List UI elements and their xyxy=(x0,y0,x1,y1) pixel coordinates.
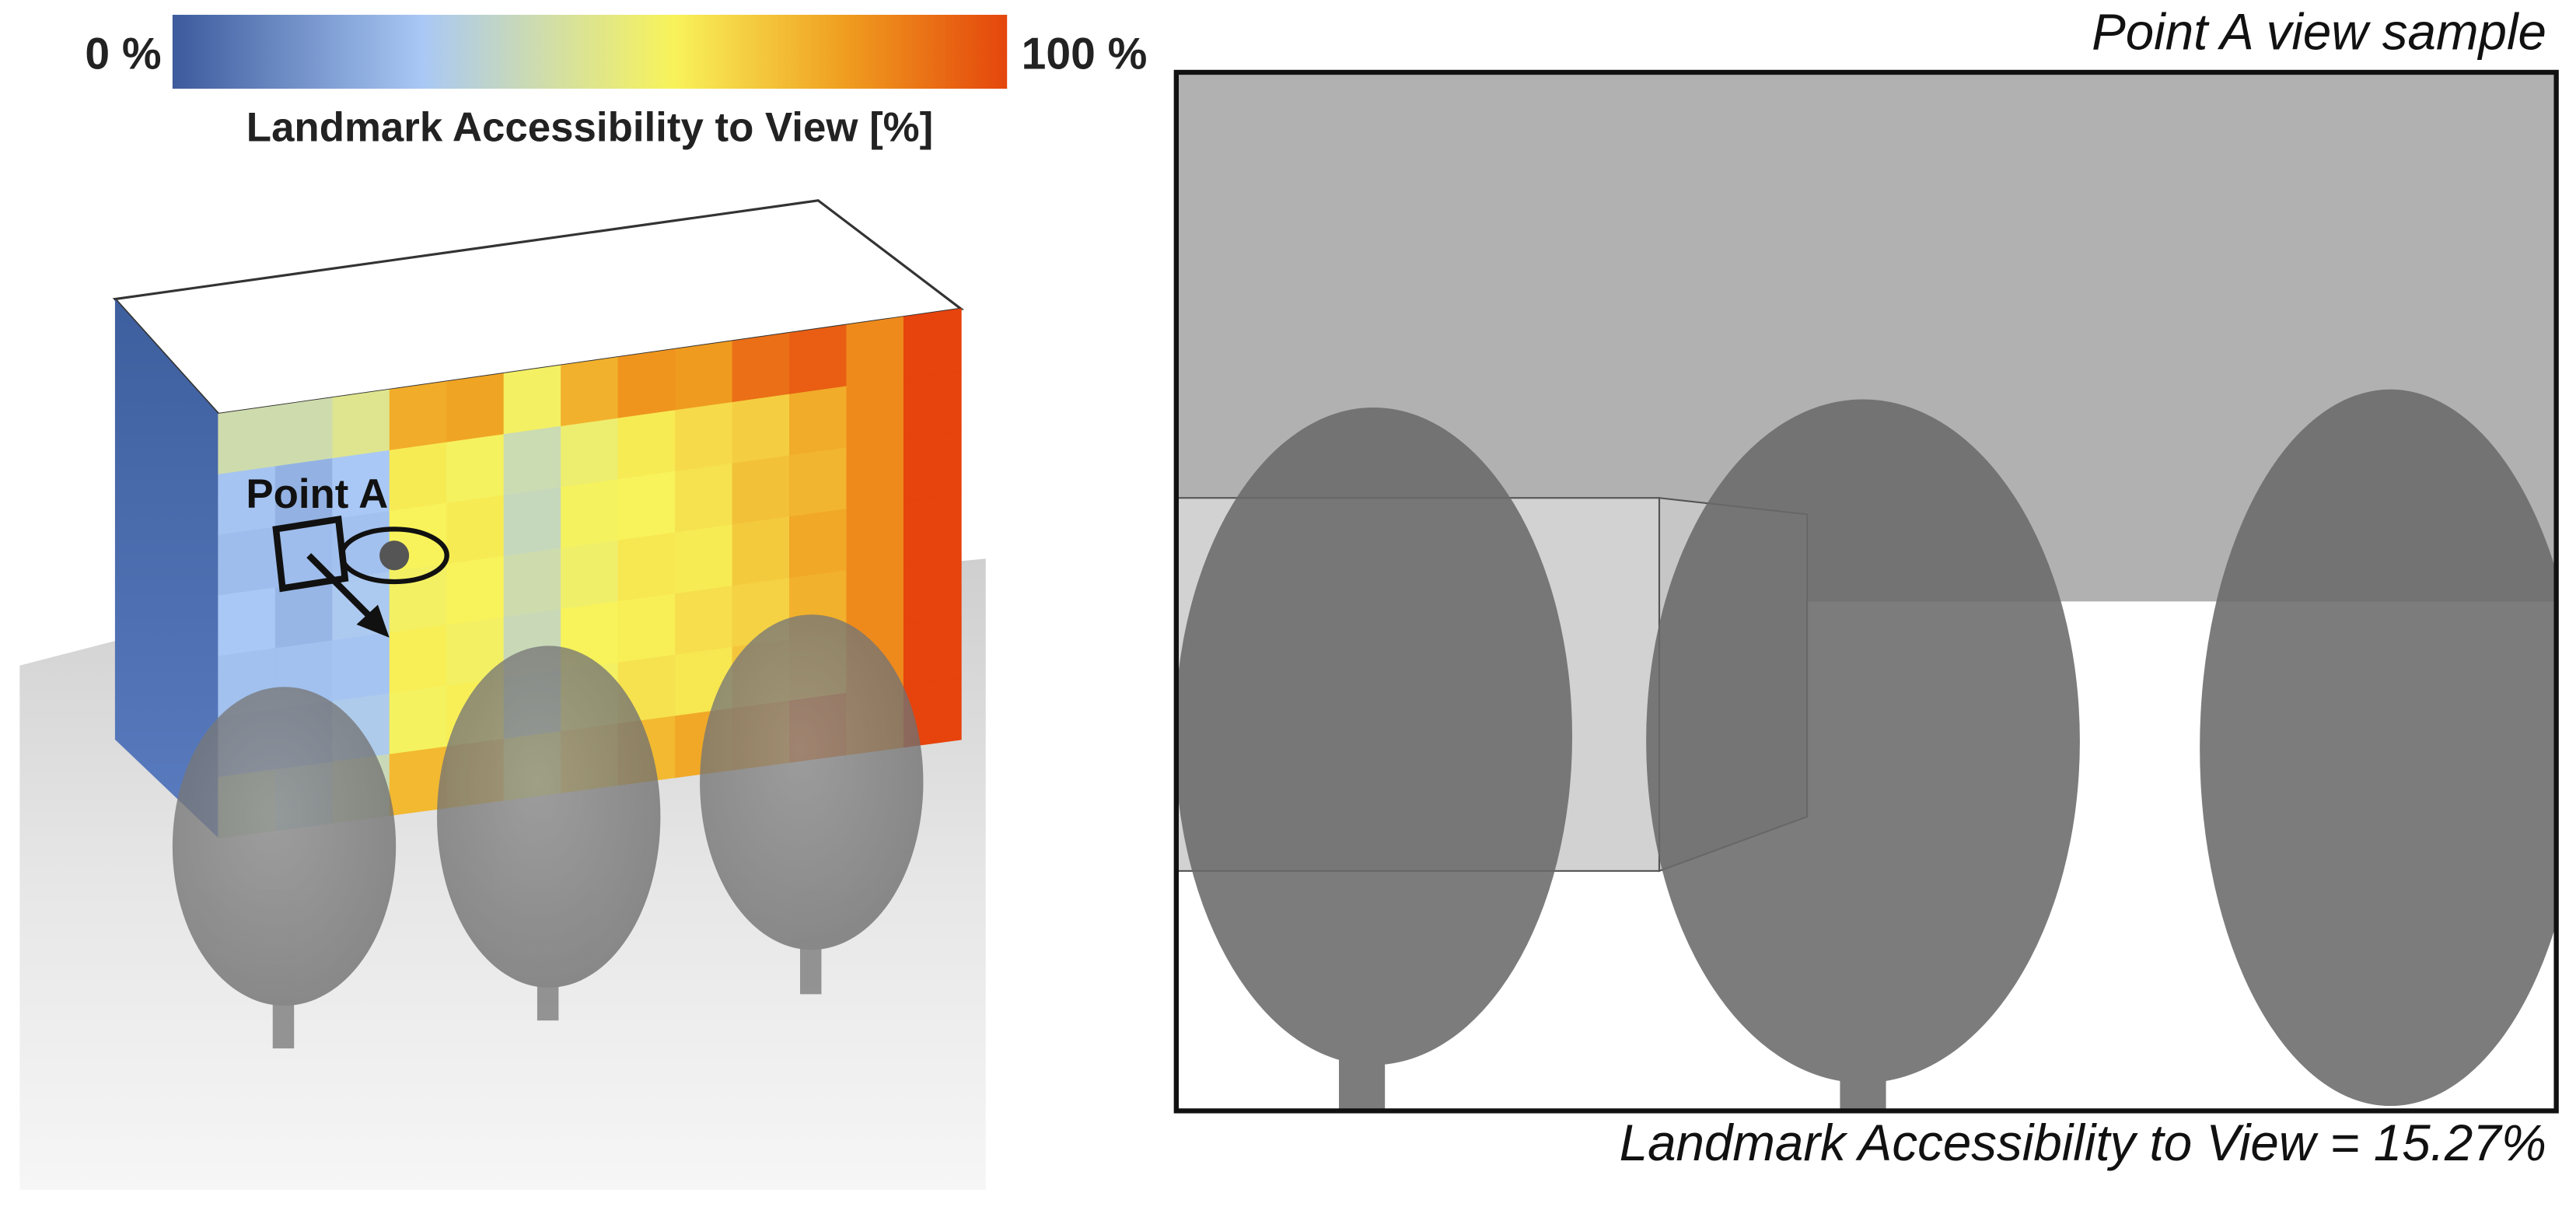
view-caption: Landmark Accessibility to View = 15.27% xyxy=(1620,1114,2546,1171)
facade-cell xyxy=(732,455,791,526)
facade-cell xyxy=(789,386,848,457)
facade-cell xyxy=(446,495,505,565)
facade-cell xyxy=(903,308,962,380)
facade-cell xyxy=(617,348,676,419)
facade-cell xyxy=(675,463,733,534)
facade-cell xyxy=(846,562,905,633)
colorbar-min: 0 % xyxy=(85,30,161,79)
facade-cell xyxy=(561,540,619,610)
facade-cell xyxy=(389,563,448,634)
facade-cell xyxy=(332,389,391,460)
tree xyxy=(1176,408,1572,1065)
eye-pupil xyxy=(379,541,410,571)
facade-cell xyxy=(903,554,962,625)
facade-cell xyxy=(903,492,962,564)
facade-cell xyxy=(675,524,733,595)
tree xyxy=(2200,389,2557,1106)
eye xyxy=(339,527,449,585)
facade-cell xyxy=(503,365,562,436)
facade-cell xyxy=(503,425,562,496)
point-marker xyxy=(272,515,449,638)
facade-cell xyxy=(617,410,676,481)
facade-cell xyxy=(789,447,848,518)
tree xyxy=(700,614,924,950)
facade-cell xyxy=(503,487,562,558)
facade-cell xyxy=(561,356,619,428)
facade-cell xyxy=(675,401,733,473)
facade-cell xyxy=(446,434,505,505)
facade-cell xyxy=(446,373,505,443)
facade-cell xyxy=(389,442,448,513)
facade-cell xyxy=(846,439,905,510)
facade-cell xyxy=(903,615,962,687)
colorbar-max: 100 % xyxy=(1022,30,1148,79)
tree xyxy=(437,645,661,988)
building-side xyxy=(114,299,219,838)
tree xyxy=(172,687,397,1006)
facade-cell xyxy=(617,593,676,664)
arrow-head xyxy=(356,604,390,638)
facade-cell xyxy=(389,381,448,452)
facade-cell xyxy=(617,532,676,603)
facade-cell xyxy=(617,471,676,541)
view-trees xyxy=(1176,389,2557,1111)
trees xyxy=(172,614,924,1049)
facade-cell xyxy=(903,431,962,502)
facade-cell xyxy=(846,316,905,387)
facade-cell xyxy=(903,369,962,441)
facade-cell xyxy=(446,555,505,626)
facade-cell xyxy=(561,418,619,488)
facade-cell xyxy=(218,405,277,476)
facade-cell xyxy=(846,377,905,449)
facade-cell xyxy=(389,624,448,694)
facade-cell xyxy=(846,500,905,572)
view-sample xyxy=(1176,72,2557,1111)
facade-cell xyxy=(561,478,619,550)
tree xyxy=(1646,399,2080,1083)
facade-cell xyxy=(389,685,448,755)
facade-cell xyxy=(789,509,848,579)
facade-cell xyxy=(274,397,334,467)
colorbar xyxy=(172,15,1008,89)
facade-cell xyxy=(218,587,277,657)
facade-cell xyxy=(332,632,391,702)
view-box xyxy=(272,515,349,593)
facade-cell xyxy=(675,585,733,656)
view-arrow xyxy=(306,553,377,624)
facade-cell xyxy=(732,394,791,465)
facade-cell xyxy=(732,516,791,587)
view-title: Point A view sample xyxy=(2092,3,2546,60)
colorbar-title: Landmark Accessibility to View [%] xyxy=(246,105,933,151)
facade-cell xyxy=(218,527,277,597)
view-frame xyxy=(1173,69,2559,1114)
facade-cell xyxy=(789,324,848,395)
facade-cell xyxy=(732,332,791,404)
facade-cell xyxy=(675,341,733,411)
facade-cell xyxy=(503,548,562,618)
point-label: Point A xyxy=(246,471,388,517)
